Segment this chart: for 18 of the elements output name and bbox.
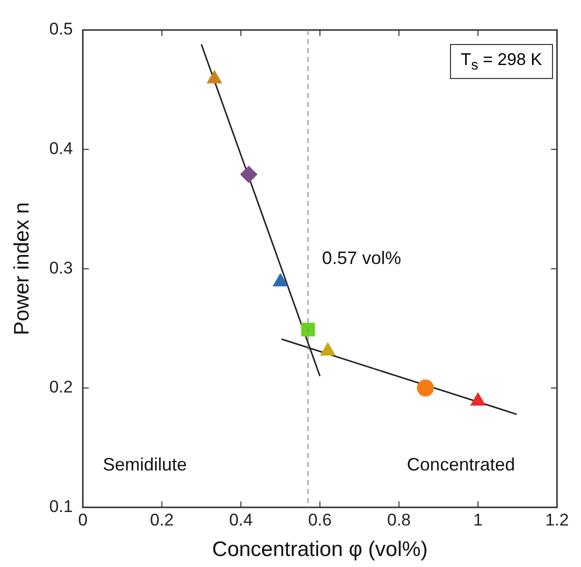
x-tick-label: 0.4 <box>229 510 253 530</box>
ref-line-label: 0.57 vol% <box>322 248 402 268</box>
annotation: T$_{s}$ = 298 K <box>450 44 553 80</box>
x-tick-label: 1.2 <box>545 510 569 530</box>
x-tick-label: 1 <box>473 510 483 530</box>
x-tick-label: 0.6 <box>308 510 332 530</box>
x-tick-label: 0.8 <box>387 510 411 530</box>
annotation: Semidilute <box>102 454 187 474</box>
y-tick-label: 0.2 <box>49 378 73 397</box>
annotation: Concentrated <box>406 454 515 474</box>
y-tick-label: 0.5 <box>49 20 73 39</box>
y-axis-title: Power index n <box>10 202 34 336</box>
y-tick-label: 0.3 <box>49 258 73 278</box>
x-tick-label: 0.2 <box>150 510 174 530</box>
x-tick-label: 0 <box>78 510 88 530</box>
x-axis-title: Concentration φ (vol%) <box>212 538 428 562</box>
y-tick-label: 0.4 <box>49 139 73 158</box>
y-tick-label: 0.1 <box>49 497 73 516</box>
